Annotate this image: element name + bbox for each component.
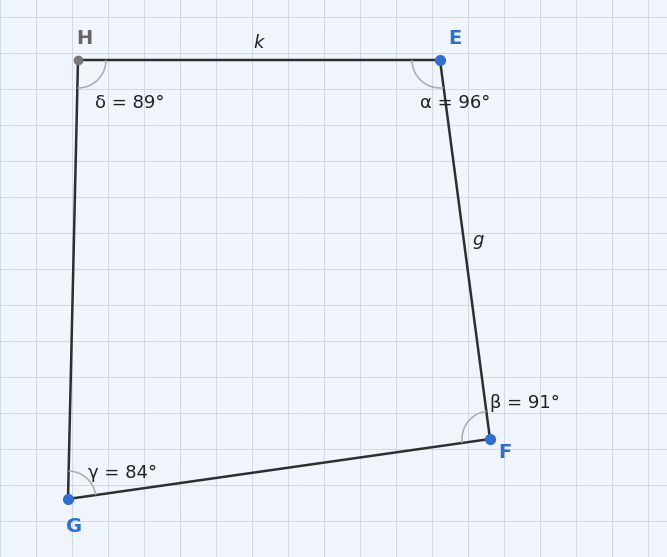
Text: F: F <box>498 443 511 462</box>
Text: H: H <box>76 29 92 48</box>
Text: β = 91°: β = 91° <box>490 394 560 412</box>
Text: k: k <box>254 34 264 52</box>
Text: γ = 84°: γ = 84° <box>88 464 157 482</box>
Text: G: G <box>66 517 82 536</box>
Text: g: g <box>472 231 484 249</box>
Text: α = 96°: α = 96° <box>420 94 490 112</box>
Text: δ = 89°: δ = 89° <box>95 94 165 112</box>
Text: E: E <box>448 29 462 48</box>
